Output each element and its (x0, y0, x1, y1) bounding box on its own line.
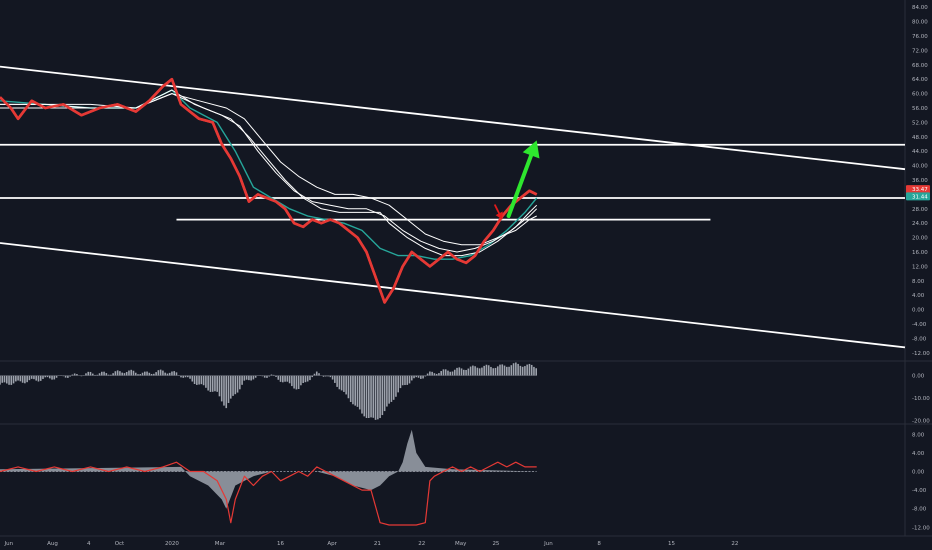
y-tick-label: 60.00 (912, 92, 928, 98)
x-tick-label: Mar (215, 541, 226, 547)
y-tick-label: 56.00 (912, 106, 928, 112)
y-tick-label: 52.00 (912, 120, 928, 126)
y-tick-label: 8.00 (912, 279, 925, 285)
y-tick-label: -12.00 (912, 351, 930, 357)
y-tick-label: -8.00 (912, 336, 927, 342)
x-tick-label: Apr (327, 541, 337, 547)
y-tick-label: 8.00 (912, 432, 925, 438)
x-tick-label: Aug (47, 541, 58, 547)
y-tick-label: 64.00 (912, 77, 928, 83)
last-value-badge (906, 192, 930, 201)
y-tick-label: 4.00 (912, 293, 925, 299)
red-arrow-icon (495, 211, 503, 220)
y-tick-label: 0.00 (912, 470, 925, 476)
y-tick-label: 40.00 (912, 164, 928, 170)
green-arrow-icon (522, 140, 540, 159)
last-value-badge (906, 185, 930, 194)
x-tick-label: 4 (87, 541, 91, 547)
x-tick-label: 2020 (165, 541, 179, 547)
last-value-label: 31.44 (912, 194, 928, 200)
oscillator-area (0, 429, 537, 509)
y-tick-label: -4.00 (912, 322, 927, 328)
x-tick-label: 22 (418, 541, 425, 547)
x-tick-label: Jun (4, 541, 14, 547)
y-tick-label: -20.00 (912, 419, 930, 425)
y-tick-label: 0.00 (912, 308, 925, 314)
last-value-label: 33.47 (912, 187, 928, 193)
y-tick-label: 12.00 (912, 264, 928, 270)
y-tick-label: 4.00 (912, 451, 925, 457)
oscillator-line (0, 461, 537, 526)
x-tick-label: 15 (668, 541, 675, 547)
y-tick-label: -8.00 (912, 507, 927, 513)
histogram-pane: 0.00 -10.00 -20.00 (0, 362, 930, 425)
y-tick-label: 48.00 (912, 135, 928, 141)
y-tick-label: 68.00 (912, 63, 928, 69)
y-tick-label: 84.00 (912, 5, 928, 11)
x-tick-label: 25 (492, 541, 499, 547)
x-tick-label: 21 (374, 541, 381, 547)
y-tick-label: 44.00 (912, 149, 928, 155)
x-tick-label: Jun (543, 541, 553, 547)
y-tick-label: -12.00 (912, 525, 930, 531)
y-tick-label: 20.00 (912, 236, 928, 242)
y-tick-label: 36.00 (912, 178, 928, 184)
envelope-line (0, 89, 538, 253)
x-tick-label: 8 (597, 541, 601, 547)
price-line-top (0, 77, 538, 304)
oscillator-pane: 8.00 4.00 0.00 -4.00 -8.00 -12.00 (0, 429, 930, 531)
y-tick-label: 76.00 (912, 34, 928, 40)
x-tick-label: 22 (731, 541, 738, 547)
y-tick-label: 16.00 (912, 250, 928, 256)
y-tick-label: 28.00 (912, 207, 928, 213)
y-tick-label: -4.00 (912, 488, 927, 494)
y-tick-label: -10.00 (912, 396, 930, 402)
y-tick-label: 80.00 (912, 20, 928, 26)
x-tick-label: May (455, 541, 467, 547)
price-pane: 84.00 80.00 76.00 72.00 68.00 64.00 60.00 56.00… (0, 5, 930, 357)
trendline (0, 242, 906, 349)
x-axis: Jun Aug 4 Oct 2020 Mar 16 Apr 21 22 May 25 Jun 8 15 22 (4, 541, 739, 547)
y-tick-label: 72.00 (912, 48, 928, 54)
red-arrow-shaft (494, 204, 501, 215)
x-tick-label: Oct (115, 541, 125, 547)
x-tick-label: 16 (277, 541, 284, 547)
y-tick-label: 0.00 (912, 374, 925, 380)
y-tick-label: 24.00 (912, 221, 928, 227)
green-arrow-shaft (506, 153, 534, 218)
trendline (0, 65, 906, 171)
